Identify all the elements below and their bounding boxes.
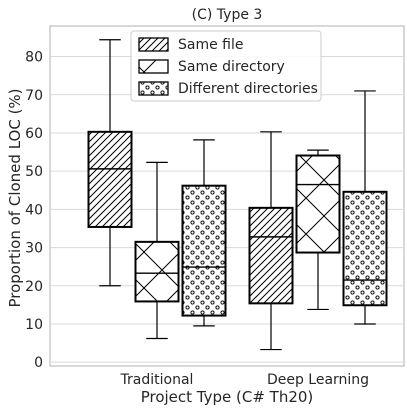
box-iqr <box>248 206 294 305</box>
y-tick-label: 50 <box>25 164 43 180</box>
y-axis-title: Proportion of Cloned LOC (%) <box>6 88 24 307</box>
legend-frame <box>130 30 322 102</box>
box-same-directory-1 <box>295 149 341 311</box>
y-tick-label: 0 <box>34 355 43 371</box>
x-tick-label: Deep Learning <box>267 372 369 388</box>
y-tick-labels: 0 10 20 30 40 50 60 70 80 <box>25 50 43 372</box>
y-tick-label: 20 <box>25 279 43 295</box>
box-iqr <box>134 240 180 303</box>
legend-swatch-same-file <box>138 37 169 52</box>
y-tick-label: 40 <box>25 202 43 218</box>
y-tick-label: 80 <box>25 50 43 66</box>
y-tick-label: 30 <box>25 241 43 257</box>
box-same-directory-0 <box>134 161 180 340</box>
legend-swatch-same-directory <box>138 59 169 74</box>
legend-swatch-different-directories <box>138 81 169 96</box>
legend-label-different-directories: Different directories <box>178 81 318 97</box>
x-tick-labels: Traditional Deep Learning <box>120 372 370 388</box>
x-axis-title: Project Type (C# Th20) <box>141 388 314 406</box>
y-tick-label: 70 <box>25 88 43 104</box>
legend: Same file Same directory Different directo… <box>130 30 322 102</box>
box-same-file-0 <box>87 39 133 287</box>
legend-label-same-directory: Same directory <box>178 59 285 75</box>
plot-area-frame <box>49 25 405 367</box>
box-iqr <box>87 130 133 228</box>
box-different-directories-0 <box>181 139 227 327</box>
box-iqr <box>342 190 388 307</box>
chart-title: (C) Type 3 <box>192 7 263 23</box>
box-iqr <box>295 154 341 254</box>
x-tick-label: Traditional <box>120 372 194 388</box>
box-different-directories-1 <box>342 90 388 325</box>
y-tick-label: 60 <box>25 126 43 142</box>
box-iqr <box>181 184 227 317</box>
box-same-file-1 <box>248 131 294 351</box>
legend-label-same-file: Same file <box>178 37 244 53</box>
box-series <box>87 39 388 351</box>
y-tick-label: 10 <box>25 317 43 333</box>
